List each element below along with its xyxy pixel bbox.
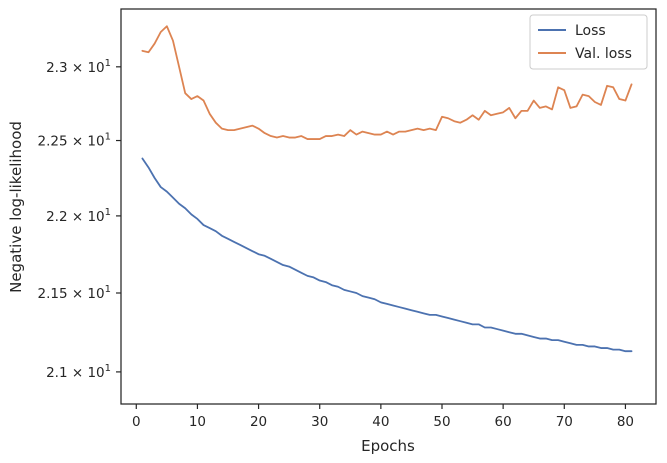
series-line-loss: [141, 157, 633, 353]
x-axis-ticks: 0 10 20 30 40 50 60 70 80: [132, 404, 634, 430]
x-tick-label: 80: [617, 414, 634, 430]
legend-label-val-loss: Val. loss: [575, 46, 632, 62]
x-tick-label: 30: [311, 414, 328, 430]
x-tick-label: 10: [189, 414, 206, 430]
x-tick-label: 70: [556, 414, 573, 430]
series-layer: [141, 25, 633, 353]
legend-label-loss: Loss: [575, 23, 606, 39]
x-tick-label: 40: [372, 414, 389, 430]
plot-frame: [120, 8, 657, 405]
y-axis-ticks: 2.1 × 101 2.15 × 101 2.2 × 101 2.25 × 101 2.…: [37, 58, 121, 381]
y-axis-title: Negative log-likelihood: [7, 121, 25, 293]
legend: Loss Val. loss: [529, 14, 648, 70]
y-tick-label: 2.3 × 101: [46, 58, 111, 76]
x-tick-label: 20: [250, 414, 267, 430]
series-line-val-loss: [141, 25, 633, 140]
x-axis-title: Epochs: [361, 437, 415, 455]
y-tick-label: 2.15 × 101: [37, 284, 111, 302]
y-tick-label: 2.25 × 101: [37, 132, 111, 150]
y-tick-label: 2.1 × 101: [46, 363, 111, 381]
x-tick-label: 50: [433, 414, 450, 430]
y-tick-label: 2.2 × 101: [46, 207, 111, 225]
x-tick-label: 0: [132, 414, 141, 430]
x-tick-label: 60: [495, 414, 512, 430]
legend-box: [529, 14, 648, 70]
